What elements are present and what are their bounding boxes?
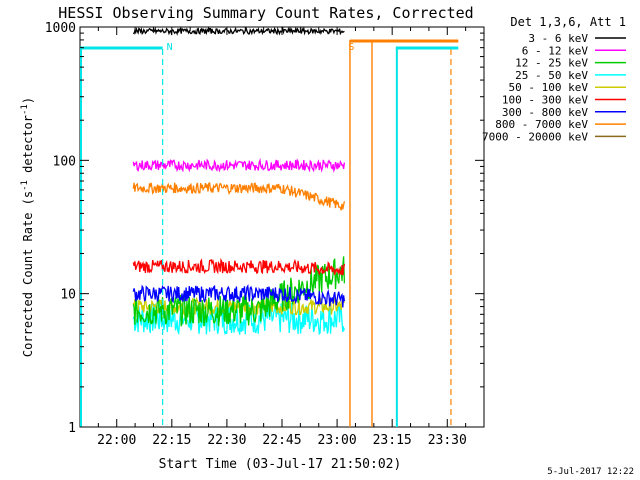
legend-label: 50 - 100 keV [509,81,589,94]
footer-date: 5-Jul-2017 12:22 [547,467,634,477]
x-tick-label: 22:30 [207,433,246,448]
y-tick-label: 1000 [45,21,76,36]
x-tick-label: 23:30 [428,433,467,448]
series-line [132,284,346,308]
x-axis: 22:00 22:15 22:30 22:45 23:00 23:15 23:30 [97,27,467,448]
legend-label: 25 - 50 keV [515,69,588,82]
legend-label: 6 - 12 keV [522,44,589,57]
y-axis-label-end: ) [21,97,35,104]
chart-title: HESSI Observing Summary Count Rates, Cor… [58,4,473,22]
y-tick-label: 1 [68,421,76,436]
annotation-label: S [348,42,354,53]
orbit-markers [80,39,459,427]
x-axis-label: Start Time (03-Jul-17 21:50:02) [159,457,402,472]
series-line [132,157,346,173]
y-axis-label-sup2: -1 [20,104,30,115]
legend-label: 3 - 6 keV [528,32,588,45]
plot-frame [79,26,485,428]
y-axis-label-mid: detector [21,115,35,180]
series-line [132,182,346,211]
series-line [132,257,346,276]
legend-label: 12 - 25 keV [515,57,588,70]
annotation-label: N [167,42,173,53]
y-axis: 1 10 100 1000 [45,21,484,436]
legend-title: Det 1,3,6, Att 1 [510,15,626,29]
series-layer [132,25,346,336]
series-line [132,25,345,36]
y-axis-label: Corrected Count Rate (s-1 detector-1) [20,97,35,357]
x-tick-label: 23:15 [373,433,412,448]
y-axis-label-sup1: -1 [20,180,30,191]
y-tick-label: 100 [53,154,76,169]
plot-area: 22:00 22:15 22:30 22:45 23:00 23:15 23:30 1101… [45,21,485,448]
x-tick-label: 23:00 [318,433,357,448]
legend-label: 800 - 7000 keV [495,118,588,131]
y-axis-label-main: Corrected Count Rate (s [21,191,35,357]
x-tick-label: 22:15 [152,433,191,448]
x-tick-label: 22:45 [262,433,301,448]
x-tick-label: 22:00 [97,433,136,448]
y-tick-label: 10 [60,288,76,303]
legend-label: 100 - 300 keV [502,94,588,107]
legend-label: 300 - 800 keV [502,106,588,119]
legend-label: 7000 - 20000 keV [482,130,588,143]
